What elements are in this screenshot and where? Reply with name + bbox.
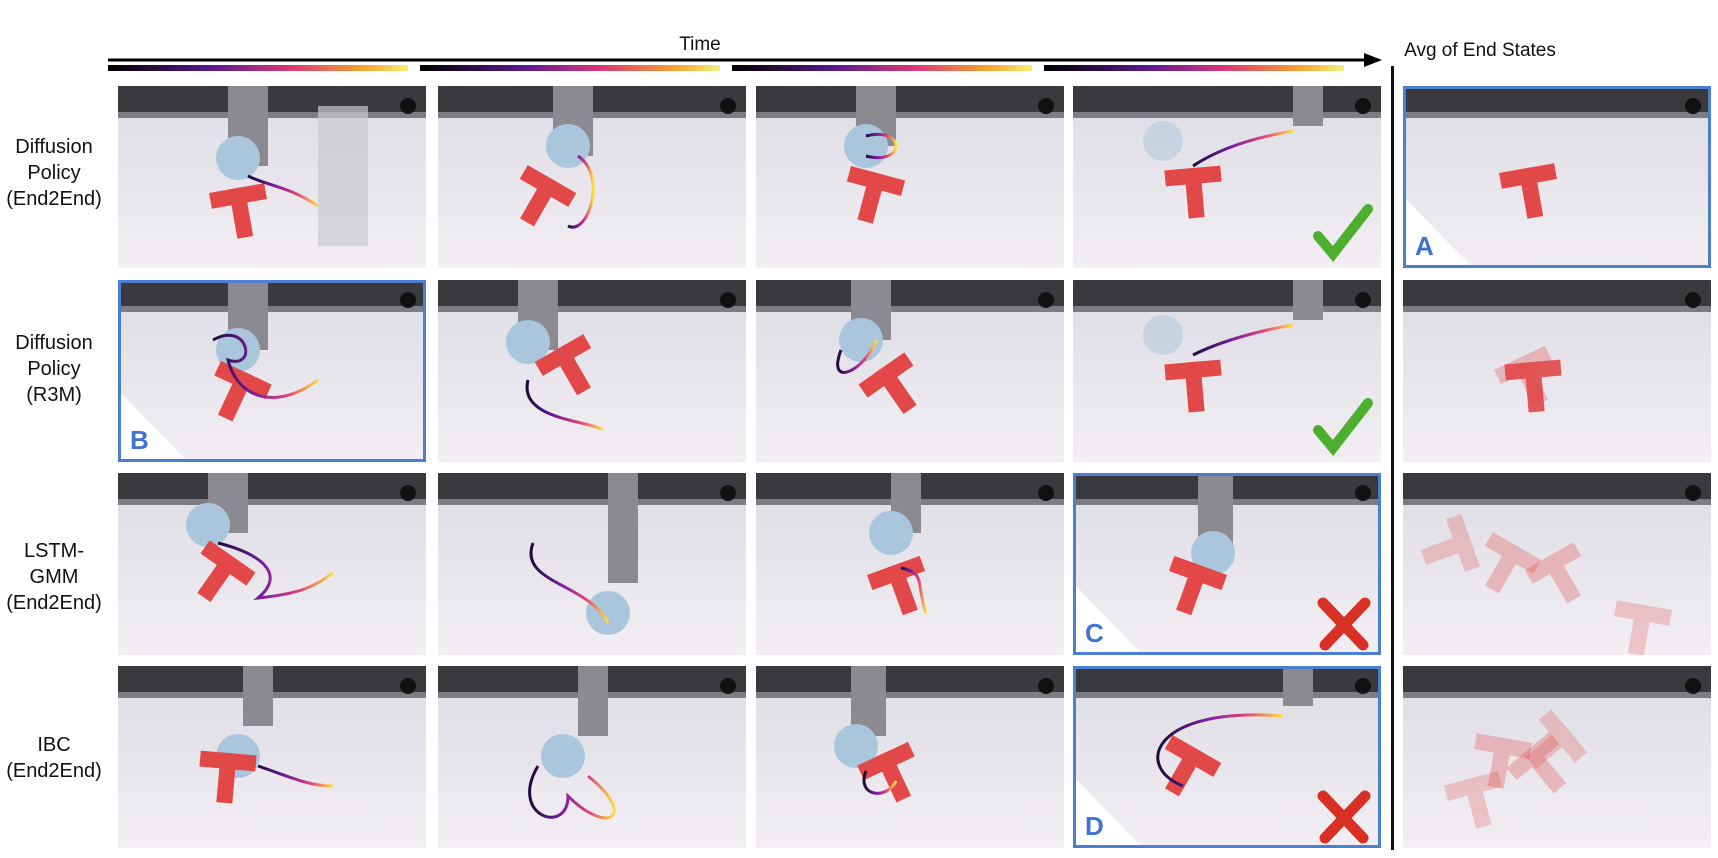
frame-r4-c1 <box>118 666 426 848</box>
frame-r3-c1 <box>118 473 426 655</box>
time-axis-label: Time <box>679 34 721 55</box>
row-label-ibc: IBC (End2End) <box>6 734 102 782</box>
avg-end-states-label: Avg of End States <box>1404 40 1556 61</box>
marker-d: D <box>1085 811 1104 841</box>
success-check-icon <box>1313 398 1373 456</box>
fail-cross-icon <box>1317 597 1371 651</box>
marker-c: C <box>1085 618 1104 648</box>
frame-r4-c3 <box>756 666 1064 848</box>
marker-b: B <box>130 425 149 455</box>
frame-r1-c4 <box>1073 86 1381 268</box>
avg-frame-r2 <box>1403 280 1711 462</box>
row-label-diffusion-r3m: Diffusion Policy (R3M) <box>15 332 93 406</box>
fail-cross-icon <box>1317 790 1371 844</box>
frame-r3-c4: C <box>1073 473 1381 655</box>
frame-r2-c4 <box>1073 280 1381 462</box>
marker-a: A <box>1415 231 1434 261</box>
avg-frame-r4 <box>1403 666 1711 848</box>
frame-r1-c1 <box>118 86 426 268</box>
frame-r2-c3 <box>756 280 1064 462</box>
divider-line <box>1391 66 1394 850</box>
success-check-icon <box>1313 204 1373 262</box>
frame-r2-c2 <box>438 280 746 462</box>
row-label-lstm-gmm: LSTM-GMM (End2End) <box>6 540 102 614</box>
frame-r3-c2 <box>438 473 746 655</box>
time-arrow <box>108 53 1382 71</box>
avg-frame-r3 <box>1403 473 1711 655</box>
frame-r4-c2 <box>438 666 746 848</box>
frame-r1-c3 <box>756 86 1064 268</box>
frame-r4-c4: D <box>1073 666 1381 848</box>
avg-frame-a: A <box>1403 86 1711 268</box>
frame-r2-c1: B <box>118 280 426 462</box>
frame-r1-c2 <box>438 86 746 268</box>
row-label-diffusion-end2end: Diffusion Policy (End2End) <box>6 136 102 210</box>
frame-r3-c3 <box>756 473 1064 655</box>
